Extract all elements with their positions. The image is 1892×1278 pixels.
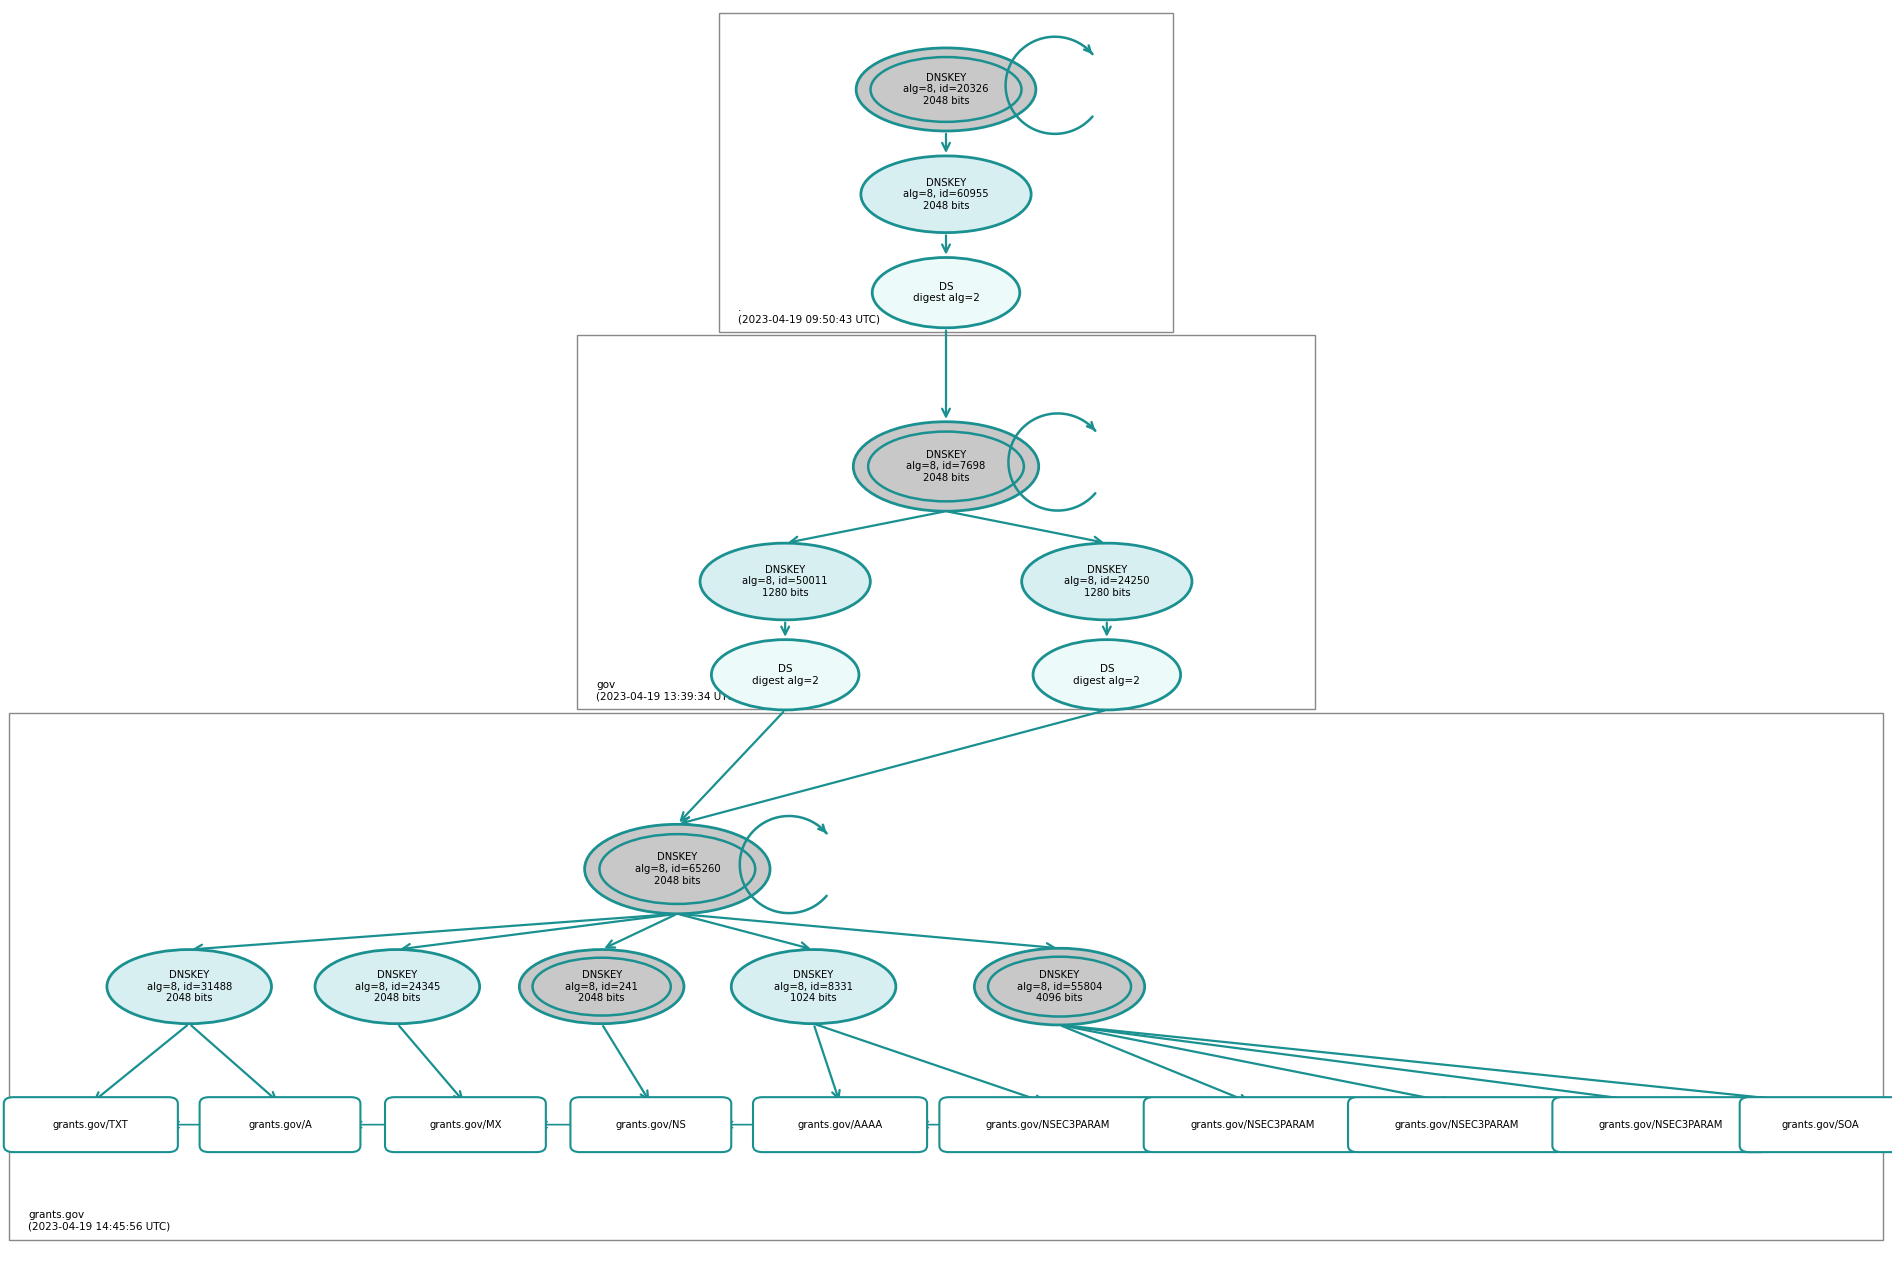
Ellipse shape bbox=[585, 824, 770, 914]
Text: grants.gov/NSEC3PARAM: grants.gov/NSEC3PARAM bbox=[1394, 1120, 1519, 1130]
Ellipse shape bbox=[974, 948, 1145, 1025]
FancyBboxPatch shape bbox=[4, 1097, 178, 1153]
Ellipse shape bbox=[855, 47, 1037, 132]
Ellipse shape bbox=[1022, 543, 1192, 620]
Ellipse shape bbox=[853, 422, 1039, 511]
FancyBboxPatch shape bbox=[571, 1097, 730, 1153]
Text: .
(2023-04-19 09:50:43 UTC): . (2023-04-19 09:50:43 UTC) bbox=[738, 303, 880, 325]
FancyBboxPatch shape bbox=[1741, 1097, 1892, 1153]
Ellipse shape bbox=[870, 58, 1022, 121]
Text: DS
digest alg=2: DS digest alg=2 bbox=[751, 665, 819, 685]
Text: gov
(2023-04-19 13:39:34 UTC): gov (2023-04-19 13:39:34 UTC) bbox=[596, 680, 738, 702]
Text: DNSKEY
alg=8, id=50011
1280 bits: DNSKEY alg=8, id=50011 1280 bits bbox=[742, 565, 829, 598]
FancyBboxPatch shape bbox=[1143, 1097, 1362, 1153]
Ellipse shape bbox=[108, 950, 272, 1024]
Text: grants.gov/NSEC3PARAM: grants.gov/NSEC3PARAM bbox=[986, 1120, 1111, 1130]
Text: DS
digest alg=2: DS digest alg=2 bbox=[912, 282, 980, 303]
FancyBboxPatch shape bbox=[199, 1097, 359, 1153]
FancyBboxPatch shape bbox=[1347, 1097, 1565, 1153]
FancyBboxPatch shape bbox=[753, 1097, 927, 1153]
FancyBboxPatch shape bbox=[386, 1097, 545, 1153]
Ellipse shape bbox=[711, 639, 859, 711]
Ellipse shape bbox=[868, 432, 1024, 501]
Text: grants.gov/SOA: grants.gov/SOA bbox=[1780, 1120, 1860, 1130]
Text: grants.gov/TXT: grants.gov/TXT bbox=[53, 1120, 129, 1130]
Text: DNSKEY
alg=8, id=65260
2048 bits: DNSKEY alg=8, id=65260 2048 bits bbox=[634, 852, 721, 886]
Bar bbox=[719, 13, 1173, 332]
Ellipse shape bbox=[700, 543, 870, 620]
Bar bbox=[9, 713, 1883, 1240]
Text: DNSKEY
alg=8, id=8331
1024 bits: DNSKEY alg=8, id=8331 1024 bits bbox=[774, 970, 853, 1003]
Text: grants.gov/NS: grants.gov/NS bbox=[615, 1120, 687, 1130]
Text: DNSKEY
alg=8, id=24250
1280 bits: DNSKEY alg=8, id=24250 1280 bits bbox=[1063, 565, 1150, 598]
FancyBboxPatch shape bbox=[1551, 1097, 1769, 1153]
Text: grants.gov/NSEC3PARAM: grants.gov/NSEC3PARAM bbox=[1190, 1120, 1315, 1130]
Text: DNSKEY
alg=8, id=55804
4096 bits: DNSKEY alg=8, id=55804 4096 bits bbox=[1016, 970, 1103, 1003]
Ellipse shape bbox=[988, 957, 1131, 1016]
Ellipse shape bbox=[314, 950, 481, 1024]
Ellipse shape bbox=[532, 957, 672, 1016]
Text: grants.gov/MX: grants.gov/MX bbox=[429, 1120, 501, 1130]
Text: DNSKEY
alg=8, id=7698
2048 bits: DNSKEY alg=8, id=7698 2048 bits bbox=[906, 450, 986, 483]
Ellipse shape bbox=[730, 950, 897, 1024]
Text: grants.gov/NSEC3PARAM: grants.gov/NSEC3PARAM bbox=[1599, 1120, 1724, 1130]
Ellipse shape bbox=[600, 835, 755, 904]
Bar bbox=[577, 335, 1315, 709]
Text: grants.gov/AAAA: grants.gov/AAAA bbox=[797, 1120, 884, 1130]
Text: DNSKEY
alg=8, id=60955
2048 bits: DNSKEY alg=8, id=60955 2048 bits bbox=[902, 178, 990, 211]
Ellipse shape bbox=[872, 257, 1020, 327]
Text: DS
digest alg=2: DS digest alg=2 bbox=[1073, 665, 1141, 685]
Text: DNSKEY
alg=8, id=24345
2048 bits: DNSKEY alg=8, id=24345 2048 bits bbox=[354, 970, 441, 1003]
Text: DNSKEY
alg=8, id=241
2048 bits: DNSKEY alg=8, id=241 2048 bits bbox=[566, 970, 638, 1003]
Text: DNSKEY
alg=8, id=20326
2048 bits: DNSKEY alg=8, id=20326 2048 bits bbox=[902, 73, 990, 106]
FancyBboxPatch shape bbox=[938, 1097, 1158, 1153]
Text: grants.gov
(2023-04-19 14:45:56 UTC): grants.gov (2023-04-19 14:45:56 UTC) bbox=[28, 1210, 170, 1232]
Ellipse shape bbox=[1033, 639, 1181, 711]
Text: DNSKEY
alg=8, id=31488
2048 bits: DNSKEY alg=8, id=31488 2048 bits bbox=[146, 970, 233, 1003]
Ellipse shape bbox=[861, 156, 1031, 233]
Text: grants.gov/A: grants.gov/A bbox=[248, 1120, 312, 1130]
Ellipse shape bbox=[518, 950, 685, 1024]
